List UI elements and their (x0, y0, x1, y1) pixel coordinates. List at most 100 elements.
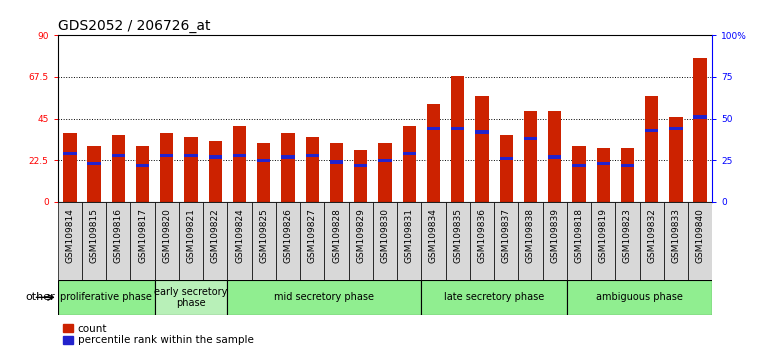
Text: GSM109821: GSM109821 (186, 208, 196, 263)
Bar (88, 146, 101, 202)
Text: GSM109838: GSM109838 (526, 208, 535, 263)
Bar (669, 127, 682, 130)
Bar (518, 202, 543, 280)
Text: GSM109835: GSM109835 (454, 208, 462, 263)
Bar (63, 133, 76, 202)
Bar (597, 148, 610, 202)
Bar (209, 155, 222, 159)
Bar (136, 164, 149, 167)
Bar (403, 152, 416, 155)
Bar (645, 129, 658, 132)
Bar (130, 202, 155, 280)
Bar (421, 280, 567, 315)
Text: GSM109831: GSM109831 (405, 208, 413, 263)
Text: ambiguous phase: ambiguous phase (596, 292, 683, 302)
Text: GSM109824: GSM109824 (235, 208, 244, 263)
Bar (664, 202, 688, 280)
Bar (694, 115, 707, 119)
Bar (669, 117, 682, 202)
Text: GSM109816: GSM109816 (114, 208, 123, 263)
Text: GSM109830: GSM109830 (380, 208, 390, 263)
Bar (349, 202, 373, 280)
Bar (524, 137, 537, 140)
Bar (694, 58, 707, 202)
Text: late secretory phase: late secretory phase (444, 292, 544, 302)
Bar (373, 202, 397, 280)
Bar (500, 135, 513, 202)
Bar (354, 150, 367, 202)
Bar (227, 280, 421, 315)
Text: GSM109827: GSM109827 (308, 208, 316, 263)
Text: GSM109837: GSM109837 (502, 208, 511, 263)
Bar (494, 202, 518, 280)
Text: GSM109828: GSM109828 (332, 208, 341, 263)
Text: GSM109829: GSM109829 (357, 208, 365, 263)
Bar (306, 137, 319, 202)
Bar (88, 162, 101, 165)
Text: GSM109818: GSM109818 (574, 208, 584, 263)
Bar (572, 164, 586, 167)
Bar (543, 202, 567, 280)
Bar (112, 135, 125, 202)
Text: GSM109839: GSM109839 (551, 208, 559, 263)
Bar (567, 280, 712, 315)
Text: proliferative phase: proliferative phase (60, 292, 152, 302)
Bar (58, 280, 155, 315)
Bar (548, 155, 561, 159)
Text: mid secretory phase: mid secretory phase (274, 292, 374, 302)
Bar (184, 137, 198, 202)
Text: early secretory
phase: early secretory phase (155, 286, 228, 308)
Bar (548, 111, 561, 202)
Text: GSM109840: GSM109840 (695, 208, 705, 263)
Bar (475, 130, 489, 133)
Bar (82, 202, 106, 280)
Bar (621, 148, 634, 202)
Bar (475, 96, 489, 202)
Bar (155, 280, 227, 315)
Bar (281, 155, 295, 159)
Bar (58, 202, 82, 280)
Bar (621, 164, 634, 167)
Bar (184, 154, 198, 157)
Bar (572, 146, 586, 202)
Bar (209, 141, 222, 202)
Bar (179, 202, 203, 280)
Text: GSM109815: GSM109815 (89, 208, 99, 263)
Bar (257, 159, 270, 162)
Bar (500, 157, 513, 160)
Bar (354, 164, 367, 167)
Bar (306, 154, 319, 157)
Bar (451, 127, 464, 130)
Bar (446, 202, 470, 280)
Bar (427, 104, 440, 202)
Bar (136, 146, 149, 202)
Text: GSM109822: GSM109822 (211, 208, 219, 263)
Bar (233, 126, 246, 202)
Text: other: other (25, 292, 55, 302)
Bar (227, 202, 252, 280)
Bar (427, 127, 440, 130)
Bar (567, 202, 591, 280)
Bar (257, 143, 270, 202)
Bar (276, 202, 300, 280)
Bar (470, 202, 494, 280)
Text: GSM109833: GSM109833 (671, 208, 681, 263)
Bar (252, 202, 276, 280)
Bar (281, 133, 295, 202)
Bar (330, 160, 343, 164)
Bar (397, 202, 421, 280)
Bar (688, 202, 712, 280)
Bar (615, 202, 640, 280)
Bar (112, 154, 125, 157)
Bar (378, 159, 392, 162)
Bar (324, 202, 349, 280)
Text: GSM109825: GSM109825 (259, 208, 268, 263)
Bar (640, 202, 664, 280)
Bar (330, 143, 343, 202)
Text: GSM109834: GSM109834 (429, 208, 438, 263)
Bar (155, 202, 179, 280)
Text: GSM109826: GSM109826 (283, 208, 293, 263)
Bar (524, 111, 537, 202)
Bar (233, 154, 246, 157)
Bar (421, 202, 446, 280)
